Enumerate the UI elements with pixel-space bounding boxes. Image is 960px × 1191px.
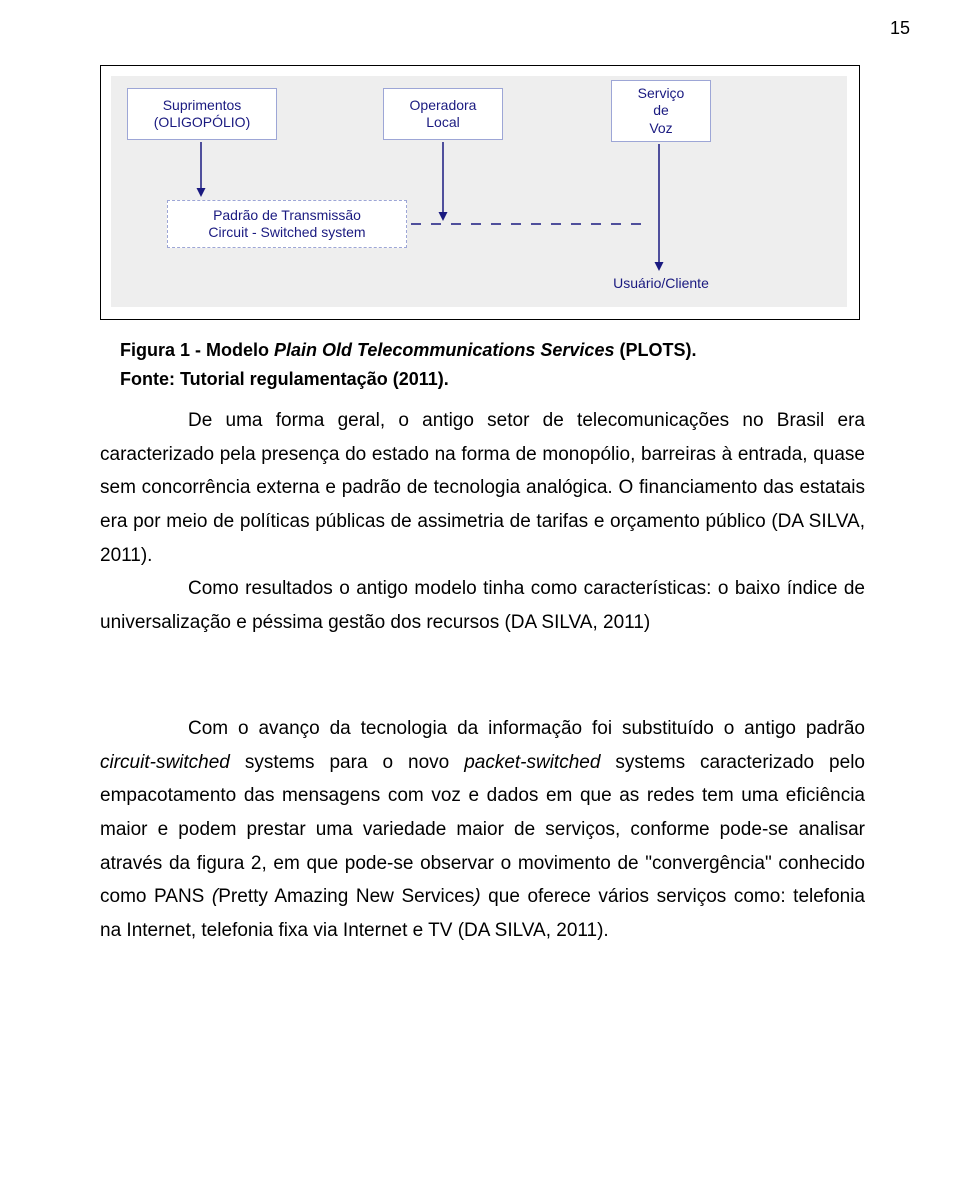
- paragraph-block-1: De uma forma geral, o antigo setor de te…: [100, 404, 865, 639]
- diagram-background: Suprimentos (OLIGOPÓLIO) Operadora Local…: [111, 76, 847, 307]
- paragraph-text: Como resultados o antigo modelo tinha co…: [100, 578, 865, 633]
- node-text: (OLIGOPÓLIO): [154, 114, 250, 132]
- figure-caption: Figura 1 - Modelo Plain Old Telecommunic…: [120, 336, 840, 394]
- node-text: Serviço: [638, 85, 685, 103]
- paragraph: Com o avanço da tecnologia da informação…: [100, 712, 865, 947]
- node-text: Operadora: [410, 97, 477, 115]
- node-text: Padrão de Transmissão: [213, 207, 361, 225]
- caption-italic: Plain Old Telecommunications Services: [274, 340, 614, 360]
- node-text: Local: [426, 114, 459, 132]
- paragraph-text: De uma forma geral, o antigo setor de te…: [100, 410, 865, 566]
- t: Pretty Amazing New Services: [218, 886, 474, 907]
- caption-suffix: (PLOTS).: [614, 340, 696, 360]
- paragraph: De uma forma geral, o antigo setor de te…: [100, 404, 865, 572]
- caption-prefix: Figura 1 - Modelo: [120, 340, 274, 360]
- t: Com o avanço da tecnologia da informação…: [188, 718, 865, 739]
- node-suprimentos: Suprimentos (OLIGOPÓLIO): [127, 88, 277, 140]
- t-italic: circuit-switched: [100, 752, 230, 773]
- caption-line2: Fonte: Tutorial regulamentação (2011).: [120, 369, 449, 389]
- node-text: Voz: [649, 120, 672, 138]
- t: systems para o novo: [230, 752, 464, 773]
- node-text: de: [653, 102, 669, 120]
- node-text: Usuário/Cliente: [613, 275, 709, 293]
- paragraph-block-2: Com o avanço da tecnologia da informação…: [100, 712, 865, 947]
- node-text: Circuit - Switched system: [208, 224, 365, 242]
- node-text: Suprimentos: [163, 97, 242, 115]
- node-servico: Serviço de Voz: [611, 80, 711, 142]
- page-number: 15: [890, 18, 910, 39]
- node-usuario: Usuário/Cliente: [581, 272, 741, 296]
- figure-1-diagram: Suprimentos (OLIGOPÓLIO) Operadora Local…: [100, 65, 860, 320]
- node-padrao: Padrão de Transmissão Circuit - Switched…: [167, 200, 407, 248]
- t-italic: packet-switched: [464, 752, 600, 773]
- paragraph: Como resultados o antigo modelo tinha co…: [100, 572, 865, 639]
- node-operadora: Operadora Local: [383, 88, 503, 140]
- t: systems caracterizado pelo empacotamento…: [100, 752, 865, 908]
